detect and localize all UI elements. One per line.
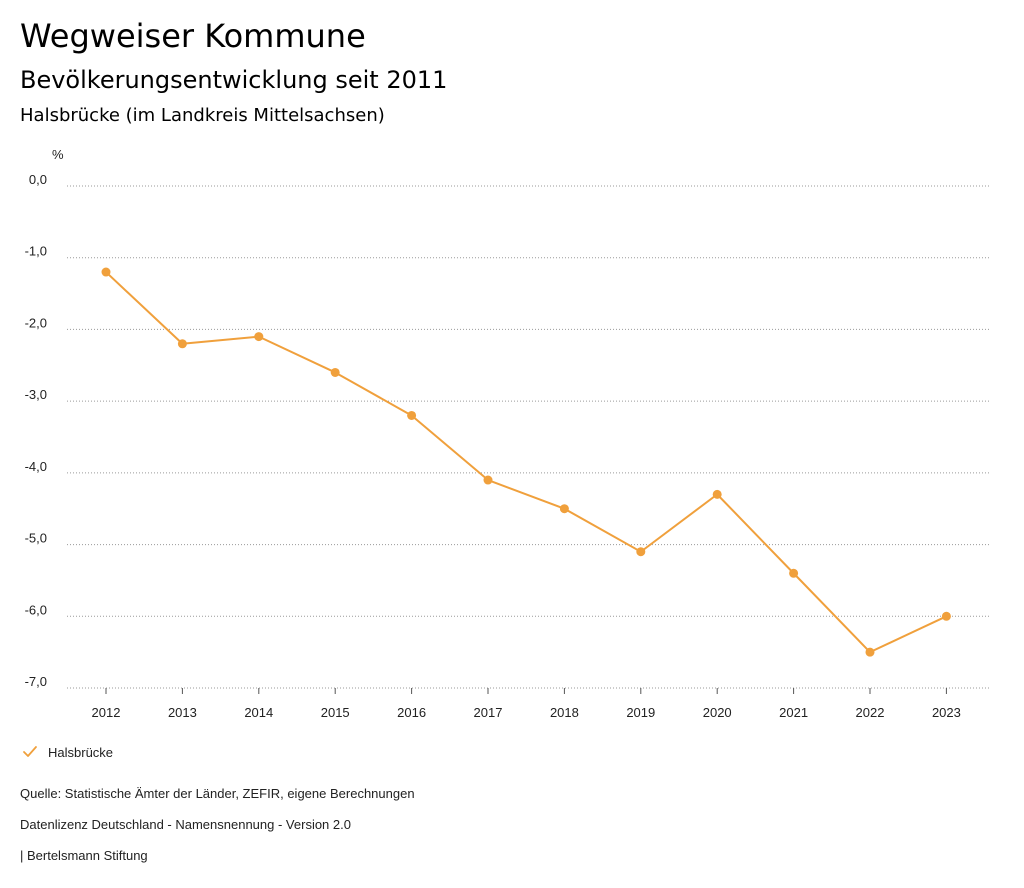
x-tick-label: 2017 <box>474 705 503 720</box>
checkmark-icon[interactable] <box>22 744 38 760</box>
y-tick-label: -1,0 <box>25 244 47 259</box>
x-tick-label: 2015 <box>321 705 350 720</box>
x-tick-label: 2023 <box>932 705 961 720</box>
data-point[interactable] <box>559 504 569 514</box>
x-tick-label: 2014 <box>244 705 273 720</box>
y-tick-label: -2,0 <box>25 315 47 330</box>
y-tick-label: -6,0 <box>25 602 47 617</box>
x-tick-label: 2021 <box>779 705 808 720</box>
x-tick-label: 2012 <box>92 705 121 720</box>
data-point[interactable] <box>177 339 187 349</box>
publisher-note: | Bertelsmann Stiftung <box>20 848 148 863</box>
data-point[interactable] <box>483 475 493 485</box>
data-point[interactable] <box>636 547 646 557</box>
y-tick-label: -5,0 <box>25 531 47 546</box>
data-point[interactable] <box>330 367 340 377</box>
legend: Halsbrücke <box>22 744 113 760</box>
data-point[interactable] <box>101 267 111 277</box>
x-tick-label: 2019 <box>626 705 655 720</box>
x-tick-label: 2018 <box>550 705 579 720</box>
y-tick-label: -4,0 <box>25 459 47 474</box>
source-note: Quelle: Statistische Ämter der Länder, Z… <box>20 786 415 801</box>
x-tick-label: 2020 <box>703 705 732 720</box>
y-tick-label: -3,0 <box>25 387 47 402</box>
data-point[interactable] <box>865 647 875 657</box>
page-title: Wegweiser Kommune <box>20 17 366 55</box>
series-line <box>105 271 947 654</box>
region-title: Halsbrücke (im Landkreis Mittelsachsen) <box>20 105 385 126</box>
data-point[interactable] <box>254 332 264 342</box>
x-tick-label: 2016 <box>397 705 426 720</box>
line-chart: % 0,0 -1,0 -2,0 -3,0 -4,0 -5,0 -6,0 -7,0 2012 2013… <box>25 147 990 720</box>
data-point[interactable] <box>712 489 722 499</box>
x-tick-label: 2013 <box>168 705 197 720</box>
data-point[interactable] <box>941 611 951 621</box>
legend-item-halsbruecke[interactable]: Halsbrücke <box>48 744 114 760</box>
y-tick-label: -7,0 <box>25 674 47 689</box>
chart-subtitle: Bevölkerungsentwicklung seit 2011 <box>20 66 448 94</box>
data-point[interactable] <box>789 568 799 578</box>
license-note: Datenlizenz Deutschland - Namensnennung … <box>20 817 351 832</box>
y-tick-label: 0,0 <box>29 172 47 187</box>
data-point[interactable] <box>407 410 417 420</box>
y-axis-unit: % <box>52 147 64 162</box>
x-tick-label: 2022 <box>856 705 885 720</box>
